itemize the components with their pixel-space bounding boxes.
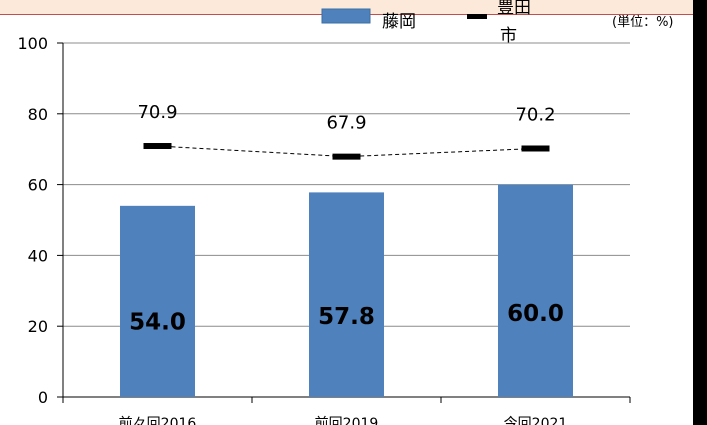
line-marker — [332, 153, 361, 160]
bar-value-label: 54.0 — [129, 310, 186, 336]
y-tick-label: 100 — [17, 34, 48, 53]
legend-line-swatch — [467, 14, 487, 19]
legend-bar-label: 藤岡 — [382, 12, 416, 32]
line-series: 70.9 67.9 70.2 — [137, 102, 556, 160]
legend-line-label-cont: 市 — [500, 26, 517, 46]
y-tick-label: 20 — [28, 317, 48, 336]
legend-line-label: 豊田 — [497, 0, 531, 18]
line-marker — [143, 143, 172, 150]
x-tick-label: 前々回2016 — [119, 415, 197, 425]
bar — [498, 184, 573, 397]
y-tick-label: 80 — [28, 105, 48, 124]
x-tick-label: 前回2019 — [315, 415, 379, 425]
bar-value-label: 57.8 — [318, 304, 375, 330]
bar — [309, 192, 384, 397]
y-tick-label: 60 — [28, 176, 48, 195]
legend-bar-swatch — [321, 8, 371, 24]
x-tick-label: 今回2021 — [504, 416, 568, 425]
y-axis: 0 20 40 60 80 100 — [17, 34, 64, 407]
y-tick-label: 40 — [28, 246, 48, 265]
line-marker — [521, 145, 550, 152]
bar-value-label: 60.0 — [507, 301, 564, 327]
x-axis: 前々回2016 前回2019 今回2021 — [62, 396, 631, 425]
line-value-label: 70.9 — [137, 102, 177, 123]
line-value-label: 67.9 — [326, 113, 366, 134]
right-edge-bar — [693, 0, 707, 425]
line-value-label: 70.2 — [515, 104, 555, 125]
bars: 54.0 57.8 60.0 — [120, 184, 573, 397]
bar — [120, 205, 195, 397]
y-tick-label: 0 — [38, 388, 48, 407]
unit-label: (単位：%) — [612, 15, 674, 30]
